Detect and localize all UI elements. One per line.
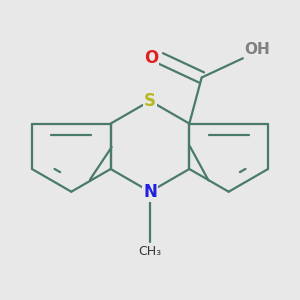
Text: O: O [144,49,158,67]
Text: S: S [144,92,156,110]
Text: CH₃: CH₃ [138,245,162,258]
Text: N: N [143,183,157,201]
Text: OH: OH [244,42,270,57]
